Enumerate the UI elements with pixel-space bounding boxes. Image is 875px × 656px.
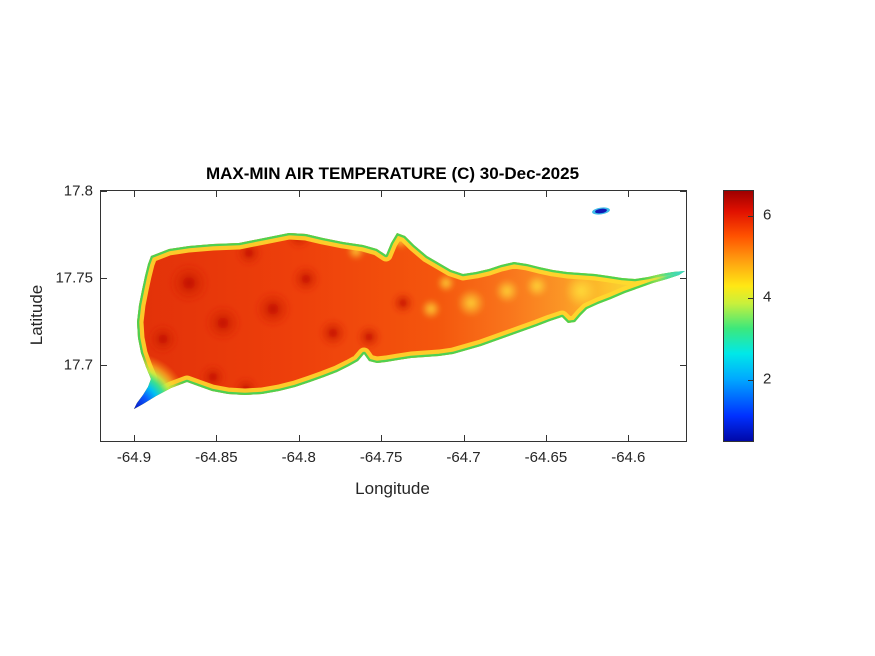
x-tick-mark xyxy=(216,435,218,441)
x-tick-label: -64.9 xyxy=(116,449,152,466)
x-tick-mark-top xyxy=(545,191,547,197)
y-tick-label: 17.75 xyxy=(55,269,93,287)
x-axis-label: Longitude xyxy=(355,479,430,498)
x-tick-mark xyxy=(628,435,630,441)
cool-east-tip xyxy=(643,233,685,314)
y-axis-label: Latitude xyxy=(27,284,46,346)
temperature-map xyxy=(134,207,685,409)
colorbar-tick-mark xyxy=(748,297,753,299)
colorbar-tick-label: 6 xyxy=(763,206,772,224)
colorbar-tick-mark xyxy=(748,215,753,217)
x-tick-mark-top xyxy=(628,191,630,197)
colorbar-tick-label: 4 xyxy=(763,288,772,306)
x-tick-label: -64.8 xyxy=(281,449,316,466)
x-tick-label: -64.85 xyxy=(195,449,238,466)
colorbar-tick-label: 2 xyxy=(763,370,772,388)
y-tick-mark-right xyxy=(680,191,686,192)
x-tick-label: -64.6 xyxy=(611,449,646,466)
cold-spot-southwest-tip xyxy=(134,353,189,409)
y-tick-mark xyxy=(101,364,107,366)
x-tick-mark xyxy=(381,435,383,441)
y-tick-mark-right xyxy=(680,364,686,366)
x-tick-label: -64.7 xyxy=(446,449,481,466)
y-tick-label: 17.7 xyxy=(63,356,93,374)
x-tick-mark-top xyxy=(216,191,218,197)
y-tick-mark xyxy=(101,191,107,192)
x-tick-mark-top xyxy=(298,191,300,197)
plot-area: -64.9 -64.85 -64.8 -64.75 -64.7 -64.65 -64.6 17… xyxy=(55,183,687,466)
x-tick-mark-top xyxy=(381,191,383,197)
x-tick-label: -64.65 xyxy=(524,449,568,466)
x-tick-label: -64.75 xyxy=(359,449,403,466)
x-tick-mark xyxy=(463,435,465,441)
colorbar-gradient xyxy=(724,191,753,441)
hot-spots xyxy=(148,233,414,401)
x-tick-mark-top xyxy=(133,191,135,197)
y-tick-label: 17.8 xyxy=(63,182,93,200)
y-tick-mark xyxy=(101,277,107,279)
colorbar xyxy=(723,190,754,442)
x-tick-mark xyxy=(133,435,135,441)
x-tick-mark xyxy=(545,435,547,441)
x-tick-mark-top xyxy=(463,191,465,197)
offshore-islet xyxy=(592,207,610,215)
y-tick-mark-right xyxy=(680,277,686,279)
chart-title: MAX-MIN AIR TEMPERATURE (C) 30-Dec-2025 xyxy=(205,164,580,183)
x-tick-mark xyxy=(298,435,300,441)
colorbar-tick-mark xyxy=(748,379,753,381)
